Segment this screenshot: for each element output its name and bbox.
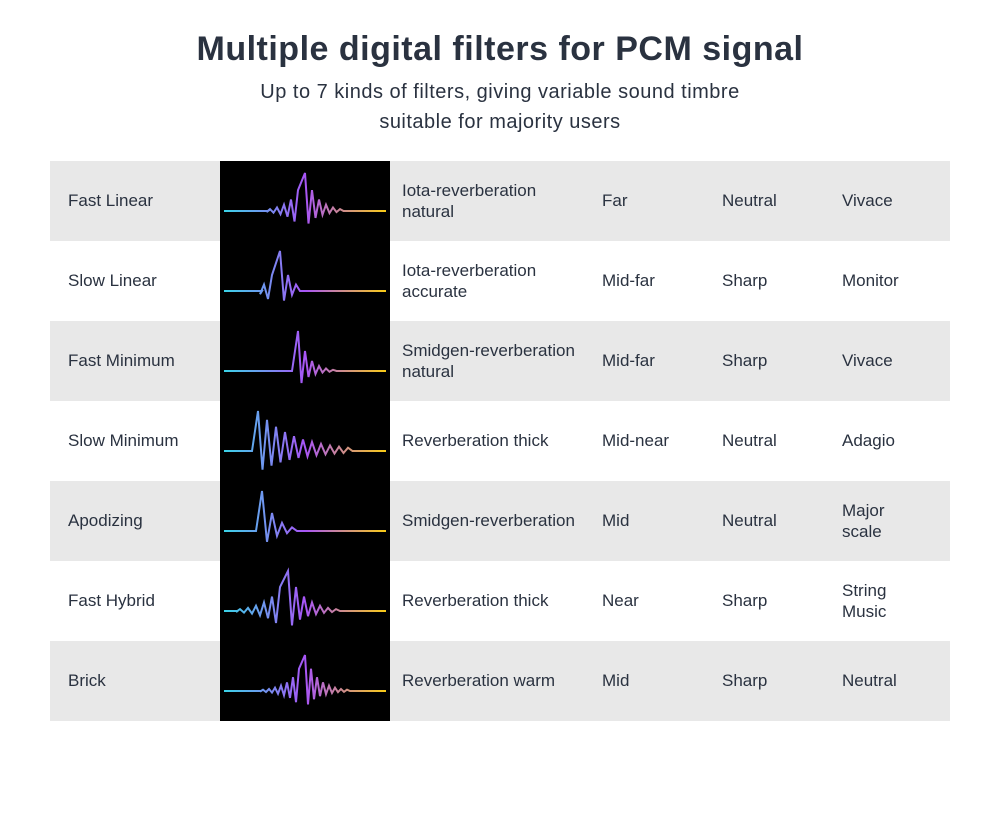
reverb-label: Smidgen-reverberation <box>390 510 590 531</box>
table-row: Apodizing Smidgen-reverberationMidNeutra… <box>50 481 950 561</box>
filter-name: Brick <box>50 670 220 691</box>
table-row: Slow Linear Iota-reverberation accurateM… <box>50 241 950 321</box>
tone-label: Sharp <box>710 270 830 291</box>
table-row: Fast Minimum Smidgen-reverberation natur… <box>50 321 950 401</box>
reverb-label: Iota-reverberation natural <box>390 180 590 223</box>
mood-label: Adagio <box>830 430 930 451</box>
tone-label: Sharp <box>710 350 830 371</box>
reverb-label: Reverberation thick <box>390 590 590 611</box>
mood-label: Vivace <box>830 350 930 371</box>
tone-label: Neutral <box>710 510 830 531</box>
distance-label: Near <box>590 590 710 611</box>
waveform-icon <box>220 481 390 561</box>
distance-label: Far <box>590 190 710 211</box>
distance-label: Mid <box>590 510 710 531</box>
filter-name: Slow Minimum <box>50 430 220 451</box>
distance-label: Mid-far <box>590 270 710 291</box>
waveform-icon <box>220 161 390 241</box>
tone-label: Sharp <box>710 670 830 691</box>
table-row: Slow Minimum Reverberation thickMid-near… <box>50 401 950 481</box>
waveform-icon <box>220 641 390 721</box>
subtitle-line-2: suitable for majority users <box>379 111 620 133</box>
waveform-icon <box>220 401 390 481</box>
mood-label: Monitor <box>830 270 930 291</box>
mood-label: Vivace <box>830 190 930 211</box>
distance-label: Mid-near <box>590 430 710 451</box>
reverb-label: Iota-reverberation accurate <box>390 260 590 303</box>
reverb-label: Reverberation thick <box>390 430 590 451</box>
waveform-icon <box>220 321 390 401</box>
distance-label: Mid-far <box>590 350 710 371</box>
table-row: Fast Linear Iota-reverberation naturalFa… <box>50 161 950 241</box>
filter-table: Fast Linear Iota-reverberation naturalFa… <box>50 161 950 721</box>
filter-name: Apodizing <box>50 510 220 531</box>
filter-name: Fast Linear <box>50 190 220 211</box>
distance-label: Mid <box>590 670 710 691</box>
tone-label: Neutral <box>710 430 830 451</box>
table-row: Brick Reverberation warmMidSharpNeutral <box>50 641 950 721</box>
filter-infographic: Multiple digital filters for PCM signal … <box>0 0 1000 761</box>
mood-label: String Music <box>830 580 930 623</box>
waveform-icon <box>220 241 390 321</box>
filter-name: Fast Hybrid <box>50 590 220 611</box>
page-subtitle: Up to 7 kinds of filters, giving variabl… <box>50 77 950 137</box>
reverb-label: Smidgen-reverberation natural <box>390 340 590 383</box>
tone-label: Neutral <box>710 190 830 211</box>
waveform-icon <box>220 561 390 641</box>
table-row: Fast Hybrid Reverberation thickNearSharp… <box>50 561 950 641</box>
mood-label: Major scale <box>830 500 930 543</box>
page-title: Multiple digital filters for PCM signal <box>50 30 950 69</box>
filter-name: Fast Minimum <box>50 350 220 371</box>
mood-label: Neutral <box>830 670 930 691</box>
tone-label: Sharp <box>710 590 830 611</box>
subtitle-line-1: Up to 7 kinds of filters, giving variabl… <box>260 81 739 103</box>
reverb-label: Reverberation warm <box>390 670 590 691</box>
filter-name: Slow Linear <box>50 270 220 291</box>
